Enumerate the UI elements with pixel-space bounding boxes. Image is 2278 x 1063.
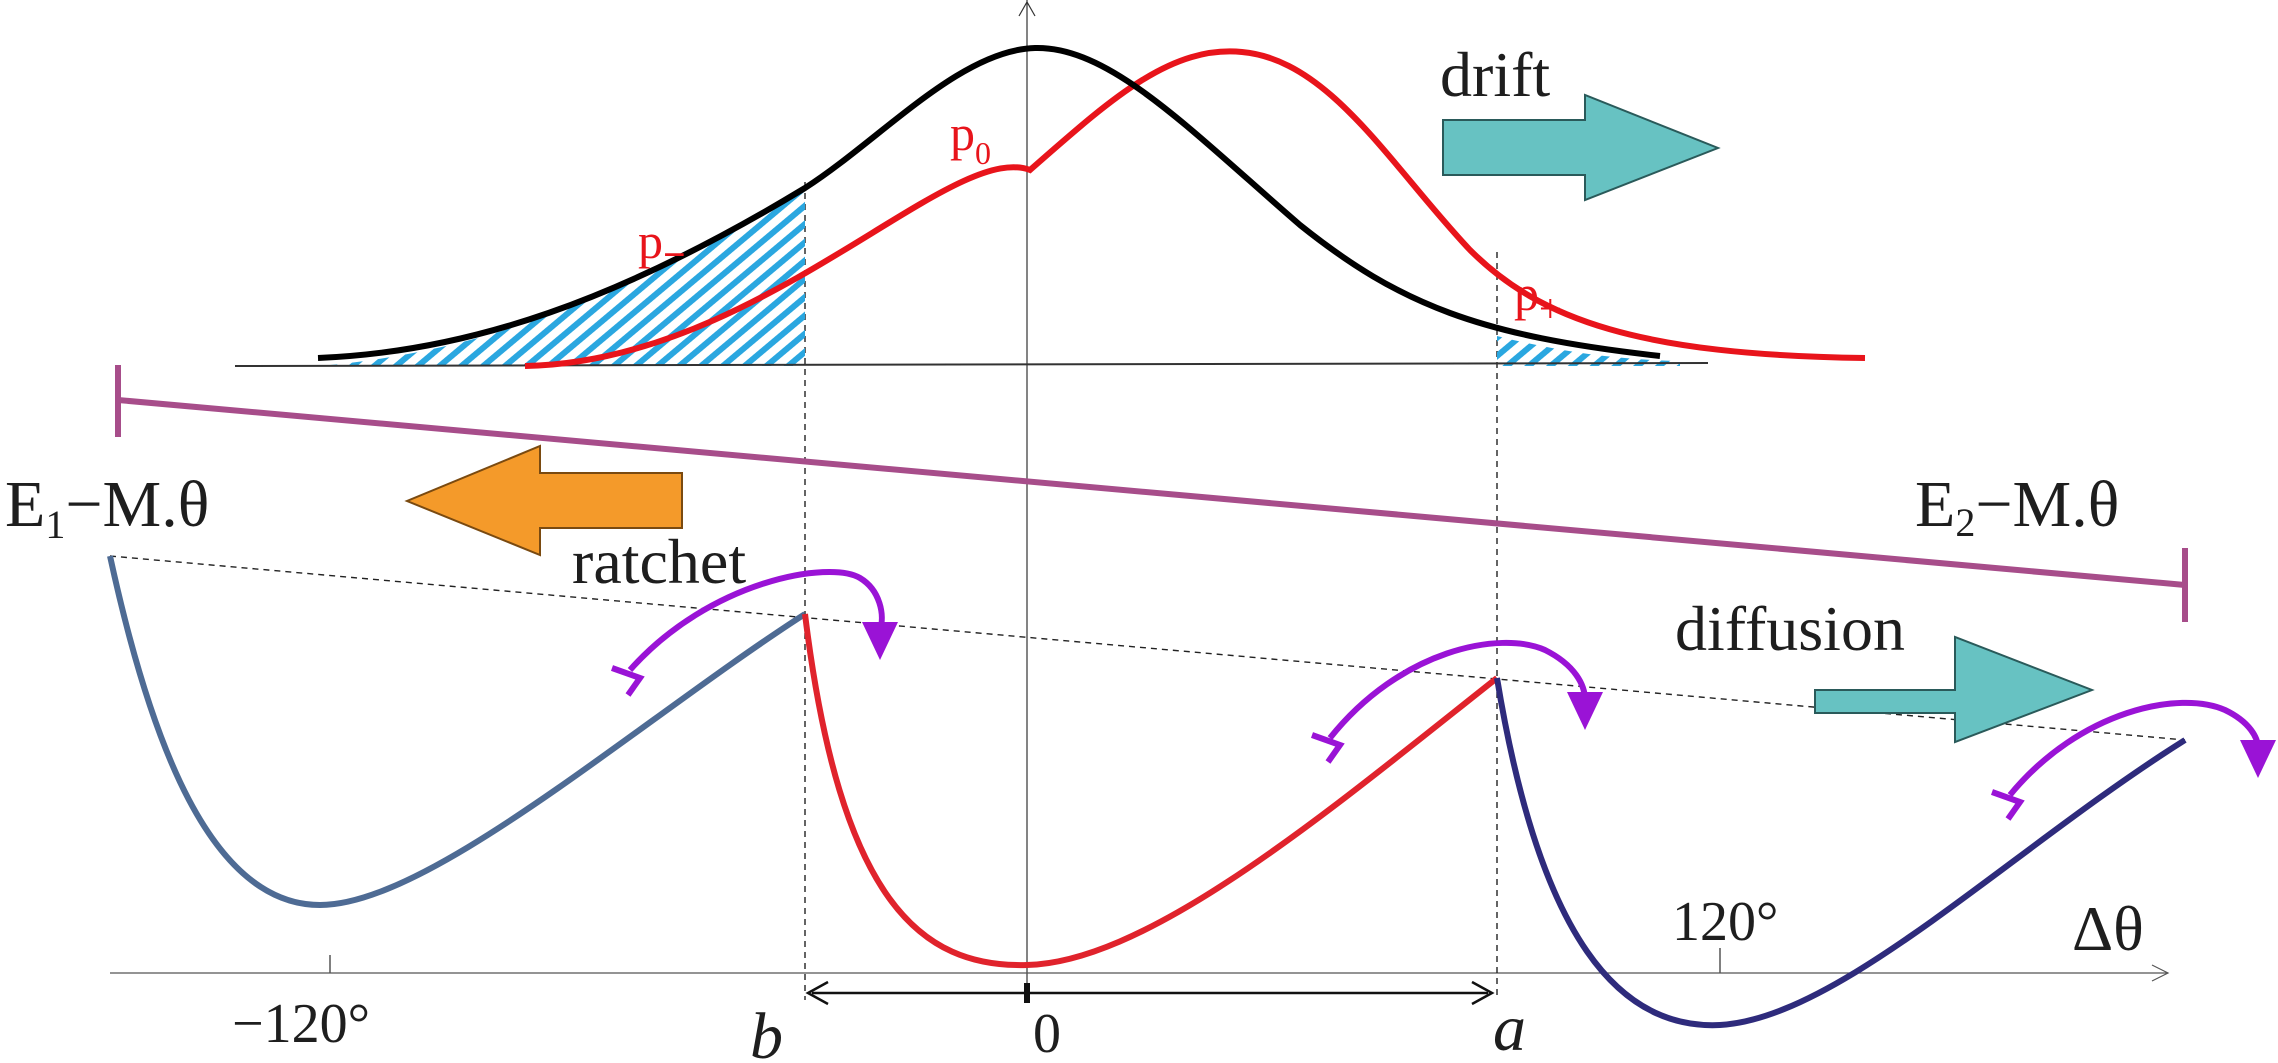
p-plus-label: p+ <box>1514 265 1562 331</box>
tick-120-label: 120° <box>1672 891 1778 953</box>
delta-theta-label: Δθ <box>2072 893 2144 964</box>
tilt-bar <box>117 397 2186 588</box>
center-axis-arrowhead <box>1018 0 1036 17</box>
left-well-curve <box>107 555 807 909</box>
hop-arrow-2 <box>1310 639 1603 764</box>
marker-a-label: a <box>1493 992 1526 1063</box>
marker-b-label: b <box>750 1000 783 1063</box>
e2-label: E2−M.θ <box>1915 468 2119 545</box>
e1-label: E1−M.θ <box>5 468 209 547</box>
drift-arrow <box>1442 93 1721 202</box>
interval-arrowhead-right <box>1471 980 1495 1006</box>
ratchet-label: ratchet <box>572 526 746 597</box>
red-distribution-curve <box>524 48 1866 369</box>
theta-axis-arrowhead <box>2151 964 2170 982</box>
diffusion-label: diffusion <box>1675 593 1905 664</box>
distribution-baseline <box>234 362 1709 367</box>
marker-zero-label: 0 <box>1033 1003 1061 1063</box>
ratchet-arrow <box>404 444 683 557</box>
p-zero-label: p0 <box>950 105 991 171</box>
tick-neg120-label: −120° <box>232 993 370 1055</box>
black-distribution-curve <box>317 44 1661 361</box>
interval-arrowhead-left <box>805 980 829 1006</box>
middle-well-curve <box>802 613 1499 969</box>
p-minus-hatch <box>320 188 805 366</box>
right-well-curve <box>1494 677 2187 1029</box>
diffusion-arrow <box>1814 635 2095 744</box>
hop-arrow-3 <box>1990 699 2276 821</box>
p-minus-label: p− <box>638 213 686 277</box>
hop-arrow-1 <box>610 569 898 697</box>
drift-label: drift <box>1440 39 1550 110</box>
